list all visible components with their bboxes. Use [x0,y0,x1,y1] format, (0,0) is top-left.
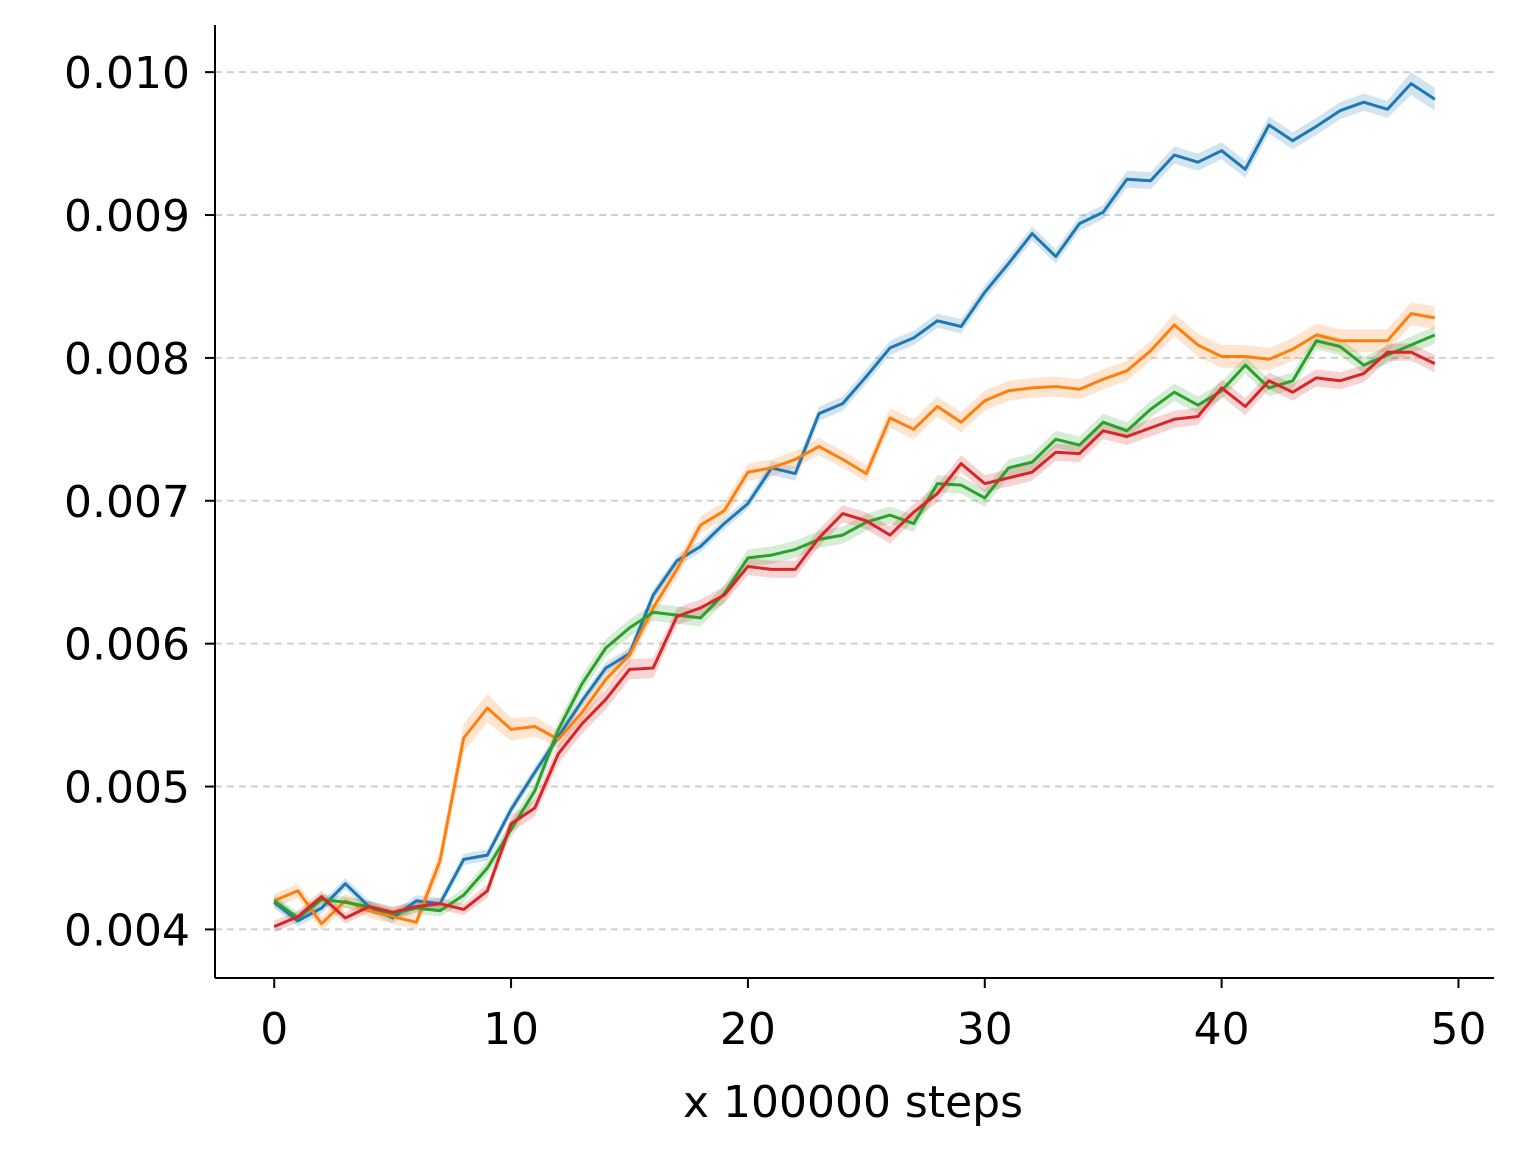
band-series-0 [274,72,1435,927]
x-tick-label-2: 20 [720,1004,776,1055]
x-tick-label-5: 50 [1430,1004,1486,1055]
y-tick-label-3: 0.007 [64,477,190,528]
x-tick-label-1: 10 [483,1004,539,1055]
x-axis-label: x 100000 steps [683,1077,1023,1128]
y-tick-label-6: 0.010 [64,48,190,99]
line-series-1 [273,312,1436,926]
band-series-2 [274,326,1435,924]
y-tick-label-5: 0.009 [64,191,190,242]
gridlines [215,71,1494,931]
x-tick-label-3: 30 [957,1004,1013,1055]
line-series-3 [273,350,1436,928]
x-tick-label-4: 40 [1194,1004,1250,1055]
confidence-bands [274,72,1435,933]
x-tick-label-0: 0 [260,1004,288,1055]
y-axis-ticks: 0.004 0.005 0.006 0.007 0.008 0.009 0.010 [64,48,215,956]
x-axis-ticks: 0 10 20 30 40 50 [260,978,1486,1055]
line-series-2 [273,333,1436,920]
band-series-3 [274,343,1435,933]
line-series-0 [273,82,1436,923]
series-lines [273,82,1436,928]
y-tick-label-2: 0.006 [64,620,190,671]
y-tick-label-4: 0.008 [64,334,190,385]
y-tick-label-0: 0.004 [64,905,190,956]
y-tick-label-1: 0.005 [64,763,190,814]
